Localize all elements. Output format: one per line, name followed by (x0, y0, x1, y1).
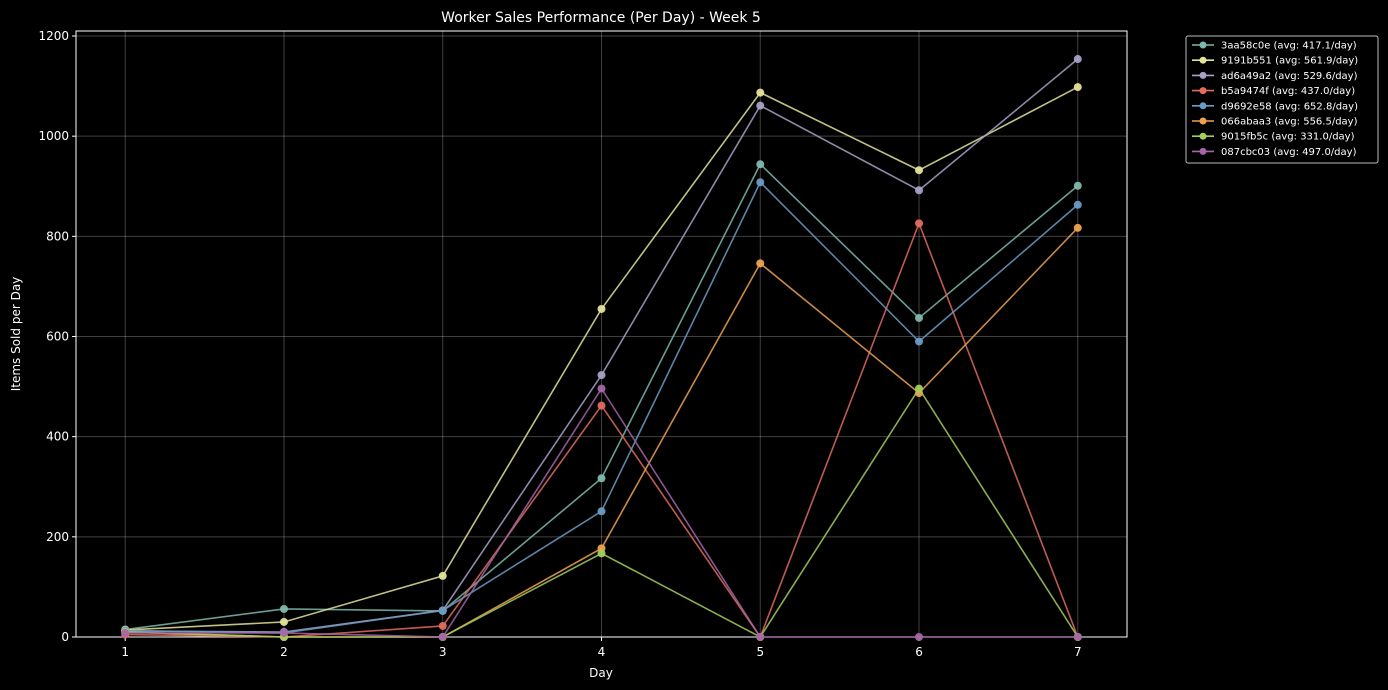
data-point (756, 633, 765, 641)
y-tick-label: 1000 (38, 129, 69, 143)
y-axis-ticks: 0 200 400 600 800 1000 1200 (38, 29, 76, 644)
data-point (597, 549, 606, 558)
legend-swatch-marker (1199, 117, 1207, 125)
legend-swatch-marker (1199, 41, 1207, 49)
legend-label: 9015fb5c (avg: 331.0/day) (1221, 132, 1355, 143)
x-tick-label: 6 (915, 645, 923, 659)
series-7 (121, 384, 1082, 641)
data-point (915, 219, 924, 228)
legend-entry: d9692e58 (avg: 652.8/day) (1192, 101, 1358, 112)
y-axis-label: Items Sold per Day (9, 277, 23, 392)
data-point (121, 628, 130, 637)
legend-label: b5a9474f (avg: 437.0/day) (1221, 86, 1355, 97)
x-axis-label: Day (589, 666, 613, 680)
legend-swatch-marker (1199, 102, 1207, 110)
legend-label: 066abaa3 (avg: 556.5/day) (1221, 117, 1358, 128)
legend-label: 3aa58c0e (avg: 417.1/day) (1221, 41, 1357, 52)
y-tick-label: 0 (61, 630, 69, 644)
data-point (279, 628, 288, 637)
legend-entry: 3aa58c0e (avg: 417.1/day) (1192, 41, 1357, 52)
y-tick-label: 200 (46, 530, 69, 544)
data-point (915, 313, 924, 322)
legend-label: ad6a49a2 (avg: 529.6/day) (1221, 71, 1358, 82)
data-point (915, 337, 924, 346)
x-tick-label: 3 (439, 645, 447, 659)
data-point (279, 604, 288, 613)
data-point (438, 606, 447, 615)
gridlines (76, 31, 1127, 638)
data-point (597, 401, 606, 410)
data-point (915, 633, 924, 641)
data-point (1073, 200, 1082, 209)
data-point (438, 621, 447, 630)
data-point (438, 571, 447, 580)
legend-frame (1185, 35, 1379, 164)
legend-swatch-marker (1199, 147, 1207, 155)
data-point (597, 304, 606, 313)
x-tick-label: 7 (1074, 645, 1082, 659)
legend-swatch-marker (1199, 87, 1207, 95)
x-tick-label: 2 (280, 645, 288, 659)
data-point (279, 617, 288, 626)
y-tick-label: 1200 (38, 29, 69, 43)
data-point (915, 384, 924, 393)
data-point (1073, 223, 1082, 232)
data-point (756, 160, 765, 169)
legend-entry: b5a9474f (avg: 437.0/day) (1192, 86, 1355, 97)
legend-label: 087cbc03 (avg: 497.0/day) (1221, 147, 1357, 158)
x-tick-label: 1 (121, 645, 129, 659)
data-point (597, 474, 606, 483)
legend-swatch-marker (1199, 71, 1207, 79)
data-point (915, 166, 924, 175)
legend-entry: 9015fb5c (avg: 331.0/day) (1192, 132, 1355, 143)
data-point (756, 259, 765, 268)
x-tick-label: 5 (756, 645, 764, 659)
data-point (597, 507, 606, 516)
legend-entry: 066abaa3 (avg: 556.5/day) (1192, 117, 1358, 128)
data-point (597, 384, 606, 393)
data-point (1073, 181, 1082, 190)
legend-entry: 9191b551 (avg: 561.9/day) (1192, 56, 1358, 67)
data-point (756, 178, 765, 187)
data-point (915, 186, 924, 195)
y-tick-label: 600 (46, 330, 69, 344)
x-tick-label: 4 (598, 645, 606, 659)
legend-entry: 087cbc03 (avg: 497.0/day) (1192, 147, 1357, 158)
data-point (756, 88, 765, 97)
legend-swatch-marker (1199, 132, 1207, 140)
chart-title: Worker Sales Performance (Per Day) - Wee… (441, 10, 761, 26)
legend-swatch-marker (1199, 56, 1207, 64)
data-point (1073, 55, 1082, 64)
legend: 3aa58c0e (avg: 417.1/day) 9191b551 (avg: … (1185, 35, 1379, 164)
legend-entry: ad6a49a2 (avg: 529.6/day) (1192, 71, 1358, 82)
y-tick-label: 800 (46, 229, 69, 243)
data-point (1073, 83, 1082, 92)
series-group (121, 55, 1082, 641)
data-point (438, 633, 447, 641)
data-point (597, 371, 606, 380)
legend-label: d9692e58 (avg: 652.8/day) (1221, 101, 1358, 112)
data-point (1073, 633, 1082, 641)
legend-label: 9191b551 (avg: 561.9/day) (1221, 56, 1358, 67)
y-tick-label: 400 (46, 430, 69, 444)
data-point (756, 101, 765, 110)
